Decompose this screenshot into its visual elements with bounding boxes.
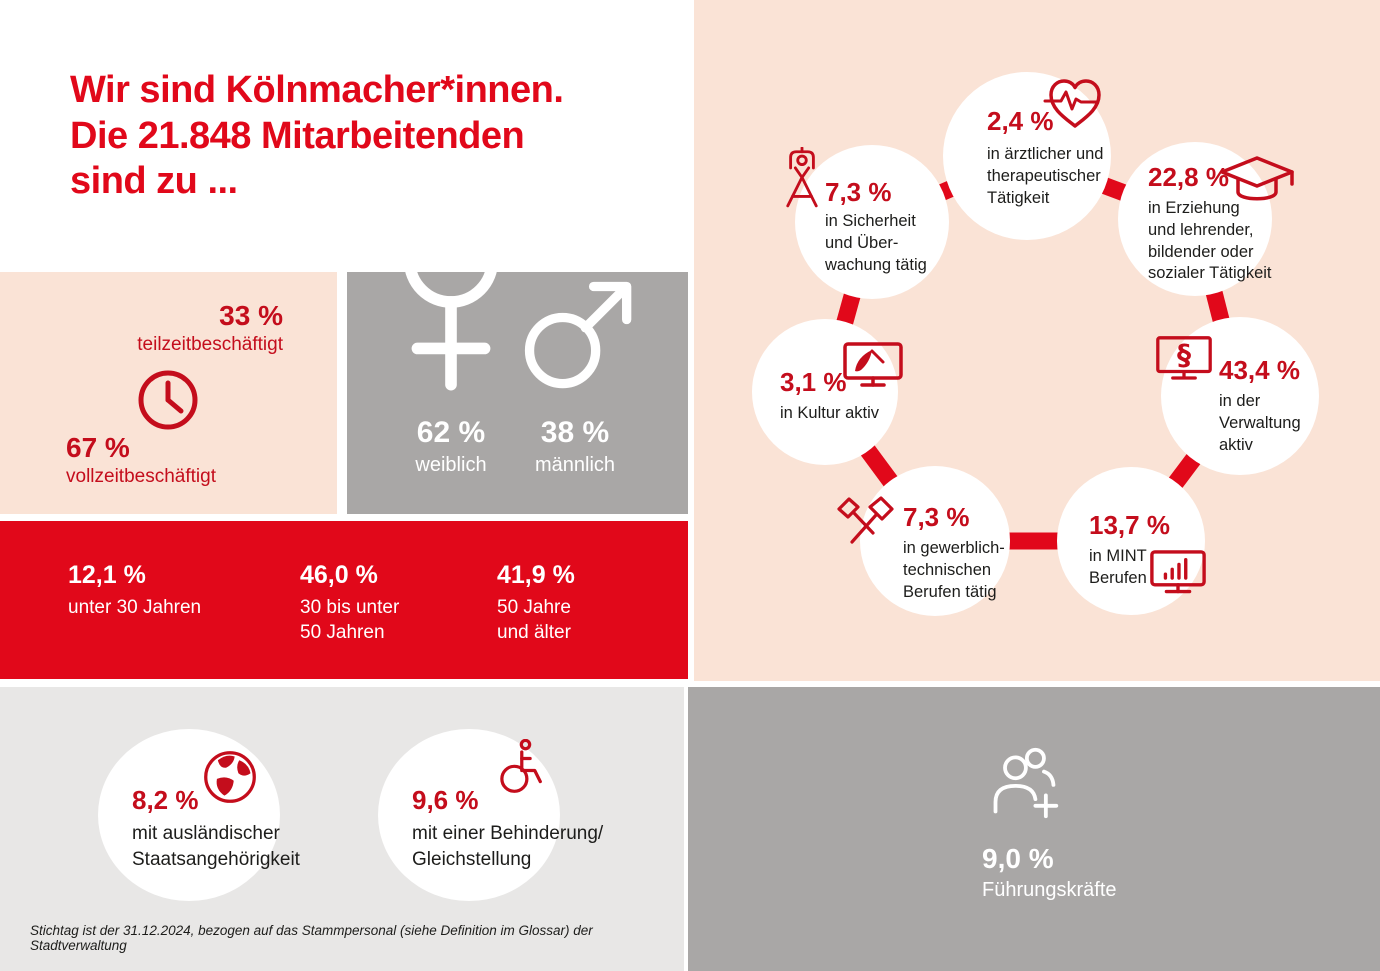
occupation-label: in gewerblich- technischen Berufen tätig bbox=[903, 539, 1005, 601]
male-label: männlich bbox=[534, 454, 616, 476]
heart-pulse-icon bbox=[1043, 74, 1107, 134]
age-value: 46,0 % bbox=[300, 561, 378, 589]
leadership-box: 9,0 % Führungskräfte bbox=[688, 687, 1380, 971]
svg-text:§: § bbox=[1177, 339, 1191, 372]
age-label: 50 Jahre und älter bbox=[497, 597, 571, 643]
part-time-label: teilzeitbeschäftigt bbox=[137, 334, 283, 355]
clock-icon bbox=[136, 368, 200, 432]
age-value: 12,1 % bbox=[68, 561, 146, 589]
occupation-circle: 3,1 % in Kultur aktiv bbox=[752, 319, 903, 465]
female-icon bbox=[389, 213, 513, 400]
full-time-value: 67 % bbox=[66, 432, 130, 463]
age-box: 12,1 % unter 30 Jahren 46,0 % 30 bis unt… bbox=[0, 521, 688, 679]
occupation-circle: 22,8 % in Erziehung und lehrender, bilden… bbox=[1118, 142, 1294, 296]
age-group-50-plus: 41,9 % 50 Jahre und älter bbox=[497, 561, 575, 645]
disability-value: 9,6 % bbox=[412, 785, 479, 815]
occupation-label: in Sicherheit und Über- wachung tätig bbox=[825, 212, 927, 274]
globe-icon bbox=[202, 749, 258, 805]
male-icon bbox=[513, 281, 637, 400]
occupation-value: 3,1 % bbox=[780, 367, 847, 397]
age-label: 30 bis unter 50 Jahren bbox=[300, 597, 400, 643]
occupation-value: 7,3 % bbox=[825, 177, 892, 207]
occupation-circle: 13,7 % in MINT Berufen bbox=[1057, 467, 1207, 615]
title-line-2: Die 21.848 Mitarbeitenden bbox=[70, 114, 525, 157]
male-stat: 38 % männlich bbox=[513, 281, 637, 477]
nationality-value: 8,2 % bbox=[132, 785, 199, 815]
occupation-label: in Kultur aktiv bbox=[780, 404, 880, 422]
footnote: Stichtag ist der 31.12.2024, bezogen auf… bbox=[30, 923, 593, 953]
title-line-1: Wir sind Kölnmacher*innen. bbox=[70, 69, 564, 111]
people-plus-icon bbox=[986, 745, 1062, 825]
occupation-value: 7,3 % bbox=[903, 502, 970, 532]
male-value: 38 % bbox=[540, 416, 610, 449]
occupation-label: in Erziehung und lehrender, bildender od… bbox=[1148, 199, 1272, 283]
disability-stat: 9,6 % mit einer Behinderung/ Gleichstell… bbox=[378, 729, 603, 901]
female-value: 62 % bbox=[416, 416, 486, 449]
occupation-label: in ärztlicher und therapeutischer Tätigk… bbox=[987, 145, 1104, 207]
monitor-brush-icon bbox=[842, 341, 904, 391]
nationality-stat: 8,2 % mit ausländischer Staatsangehörigk… bbox=[98, 729, 300, 901]
occupation-value: 43,4 % bbox=[1219, 355, 1300, 385]
diversity-box: 8,2 % mit ausländischer Staatsangehörigk… bbox=[0, 687, 684, 971]
page-title: Wir sind Kölnmacher*innen. Die 21.848 Mi… bbox=[70, 68, 650, 205]
title-line-3: sind zu ... bbox=[70, 160, 238, 203]
occupation-circle: 2,4 % in ärztlicher und therapeutischer T… bbox=[943, 72, 1111, 240]
occupation-value: 13,7 % bbox=[1089, 510, 1170, 540]
crossed-tools-icon bbox=[836, 496, 894, 548]
female-stat: 62 % weiblich bbox=[389, 213, 513, 477]
age-label: unter 30 Jahren bbox=[68, 597, 202, 618]
age-group-under-30: 12,1 % unter 30 Jahren bbox=[68, 561, 201, 621]
gender-box: 62 % weiblich 38 % männlich bbox=[347, 213, 688, 514]
wheelchair-icon bbox=[494, 739, 544, 796]
employment-box: 33 % teilzeitbeschäftigt 67 % vollzeitbe… bbox=[0, 272, 337, 514]
nationality-label: mit ausländischer Staatsangehörigkeit bbox=[132, 823, 300, 870]
occupations-box: 2,4 % in ärztlicher und therapeutischer T… bbox=[694, 0, 1380, 681]
surveillance-icon bbox=[783, 147, 821, 210]
disability-label: mit einer Behinderung/ Gleichstellung bbox=[412, 823, 604, 870]
graduation-cap-icon bbox=[1218, 154, 1296, 208]
occupation-label: in MINT Berufen bbox=[1089, 547, 1147, 587]
monitor-chart-icon bbox=[1149, 549, 1207, 599]
female-label: weiblich bbox=[415, 454, 487, 476]
occupation-value: 22,8 % bbox=[1148, 162, 1229, 192]
monitor-paragraph-icon: § bbox=[1155, 335, 1213, 386]
occupation-label: in der Verwaltung aktiv bbox=[1219, 392, 1301, 454]
full-time-label: vollzeitbeschäftigt bbox=[66, 466, 216, 487]
occupation-circle: 7,3 % in gewerblich- technischen Berufen … bbox=[837, 466, 1010, 616]
occupation-value: 2,4 % bbox=[987, 106, 1054, 136]
age-value: 41,9 % bbox=[497, 561, 575, 589]
part-time-stat: 33 % teilzeitbeschäftigt bbox=[137, 300, 283, 356]
age-group-30-50: 46,0 % 30 bis unter 50 Jahren bbox=[300, 561, 399, 645]
leadership-label: Führungskräfte bbox=[982, 879, 1117, 901]
occupation-circle: § 43,4 % in der Verwaltung aktiv bbox=[1156, 317, 1319, 475]
leadership-value: 9,0 % bbox=[982, 843, 1054, 874]
full-time-stat: 67 % vollzeitbeschäftigt bbox=[66, 432, 216, 488]
occupation-circle: 7,3 % in Sicherheit und Über- wachung tät… bbox=[786, 145, 949, 299]
part-time-value: 33 % bbox=[219, 300, 283, 331]
